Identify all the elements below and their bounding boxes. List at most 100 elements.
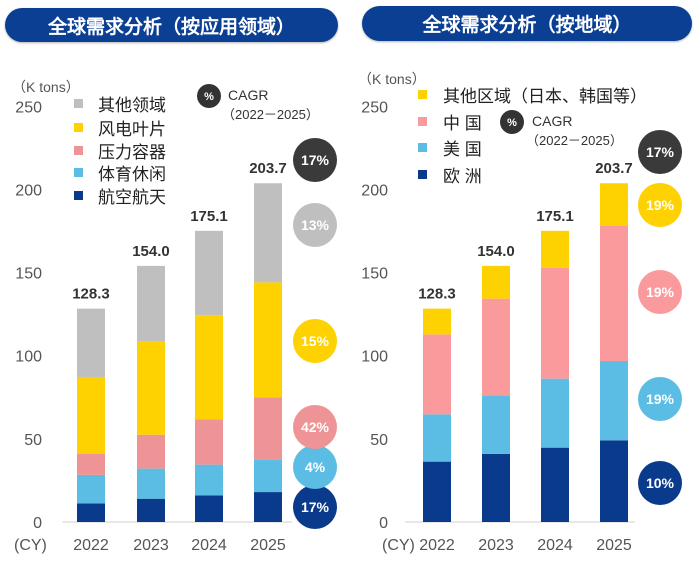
chart1-cagr-value: 15% (301, 333, 330, 349)
chart2-legend-label: 欧 洲 (443, 167, 482, 186)
chart2-bar-segment-2022-0 (423, 461, 451, 522)
chart2-bar-segment-2023-3 (482, 265, 510, 299)
chart1-legend-label: 风电叶片 (98, 120, 166, 139)
chart2-x-tick-label: 2025 (596, 537, 632, 554)
chart2-bar-segment-2025-2 (600, 225, 628, 362)
chart2-bar-segment-2023-1 (482, 395, 510, 454)
chart1-cagr-value: 17% (301, 499, 330, 515)
chart1-bar-segment-2025-1 (254, 459, 282, 493)
chart1-cagr-legend-symbol: % (204, 91, 214, 103)
chart1-legend-swatch (74, 168, 83, 177)
chart1-bar-segment-2022-2 (77, 453, 105, 475)
chart1-legend-swatch (74, 123, 83, 132)
chart1-bar-segment-2025-4 (254, 183, 282, 283)
chart1-cagr-circle (293, 405, 337, 449)
chart2-cagr-legend-label: CAGR (532, 113, 572, 129)
chart1-bar-segment-2022-0 (77, 503, 105, 522)
chart1-cagr-circle (293, 319, 337, 363)
chart1-total-cagr-value: 17% (301, 152, 330, 168)
chart2-total-cagr-value: 17% (646, 144, 675, 160)
chart2-legend-label: 中 国 (443, 114, 482, 133)
chart1-total-label: 154.0 (132, 243, 170, 260)
chart2-cagr-value: 19% (646, 284, 675, 300)
chart2-cagr-value: 10% (646, 475, 675, 491)
chart1-bar-segment-2023-2 (137, 434, 165, 469)
chart1-bar-segment-2023-1 (137, 468, 165, 499)
chart1-y-tick-label: 100 (15, 349, 42, 366)
chart2-y-tick-label: 50 (370, 432, 388, 449)
chart2-cagr-circle (638, 461, 682, 505)
chart1-cagr-value: 4% (305, 459, 326, 475)
chart1-y-tick-label: 200 (15, 182, 42, 199)
chart2-total-label: 154.0 (477, 243, 515, 260)
chart1-cagr-legend-label: CAGR (228, 87, 268, 103)
chart1-x-tick-label: 2025 (250, 537, 286, 554)
chart2-cagr-value: 19% (646, 391, 675, 407)
chart1-bar-segment-2022-1 (77, 474, 105, 504)
chart2-bar-segment-2024-1 (541, 378, 569, 448)
chart1-legend-swatch (74, 191, 83, 200)
chart2-bar-segment-2024-2 (541, 267, 569, 379)
chart1-total-label: 128.3 (72, 286, 110, 303)
chart2-cagr-value: 19% (646, 197, 675, 213)
chart2-cagr-circle (638, 270, 682, 314)
chart1-cagr-value: 13% (301, 217, 330, 233)
chart2-total-label: 175.1 (536, 208, 574, 225)
chart2-cagr-legend-icon (500, 110, 524, 134)
chart1-cagr-circle (293, 485, 337, 529)
chart1-total-label: 203.7 (249, 160, 287, 177)
chart2-cagr-circle (638, 377, 682, 421)
chart1-bar-segment-2024-1 (195, 464, 223, 496)
chart1-legend-swatch (74, 99, 83, 108)
chart1-bar-segment-2022-4 (77, 308, 105, 377)
chart2-x-tick-label: 2022 (419, 537, 455, 554)
chart1-bar-segment-2025-2 (254, 397, 282, 460)
left-chart-title: 全球需求分析（按应用领域） (5, 8, 338, 42)
chart1-y-tick-label: 250 (15, 99, 42, 116)
chart1-bar-segment-2023-3 (137, 341, 165, 435)
chart1-bar-segment-2025-3 (254, 282, 282, 398)
chart1-legend-label: 体育休闲 (98, 165, 166, 184)
chart2-bar-segment-2025-3 (600, 183, 628, 226)
chart1-y-tick-label: 0 (33, 515, 42, 532)
chart1-x-axis-label: (CY) (14, 537, 47, 554)
chart1-cagr-legend-icon (197, 84, 221, 108)
chart1-legend-label: 压力容器 (98, 143, 166, 162)
chart2-x-axis-label: (CY) (382, 537, 415, 554)
chart2-bar-segment-2022-2 (423, 334, 451, 415)
chart1-x-tick-label: 2024 (191, 537, 227, 554)
chart1-legend-label: 其他领域 (98, 96, 166, 115)
chart1-bar-segment-2024-0 (195, 495, 223, 522)
chart1-bar-segment-2024-3 (195, 315, 223, 420)
chart1-cagr-circle (293, 445, 337, 489)
chart2-cagr-legend-period: （2022－2025） (526, 133, 623, 148)
chart1-bar-segment-2022-3 (77, 376, 105, 454)
chart2-bar-segment-2022-1 (423, 414, 451, 462)
chart2-y-tick-label: 100 (361, 349, 388, 366)
chart2-y-tick-label: 250 (361, 99, 388, 116)
chart1-bar-segment-2024-4 (195, 230, 223, 316)
chart2-y-tick-label: 200 (361, 182, 388, 199)
chart1-legend-swatch (74, 146, 83, 155)
chart2-x-tick-label: 2024 (537, 537, 573, 554)
chart2-y-tick-label: 0 (379, 515, 388, 532)
chart2-cagr-legend-symbol: % (507, 117, 517, 129)
chart2-unit-label: （K tons） (358, 71, 426, 87)
chart1-cagr-value: 42% (301, 419, 330, 435)
chart2-bar-segment-2023-0 (482, 453, 510, 522)
chart1-bar-segment-2023-4 (137, 265, 165, 342)
chart1-cagr-legend-period: （2022－2025） (222, 107, 319, 122)
chart1-bar-segment-2023-0 (137, 498, 165, 522)
chart2-bar-segment-2023-2 (482, 298, 510, 396)
chart2-legend-swatch (418, 117, 427, 126)
chart1-bar-segment-2024-2 (195, 419, 223, 465)
chart1-bar-segment-2025-0 (254, 492, 282, 522)
chart2-total-cagr-circle (638, 130, 682, 174)
chart1-total-cagr-circle (293, 138, 337, 182)
chart1-x-tick-label: 2022 (73, 537, 109, 554)
chart2-bar-segment-2024-3 (541, 230, 569, 268)
chart1-cagr-circle (293, 203, 337, 247)
chart2-legend-swatch (418, 170, 427, 179)
chart2-legend-label: 其他区域（日本、韩国等） (443, 87, 647, 106)
